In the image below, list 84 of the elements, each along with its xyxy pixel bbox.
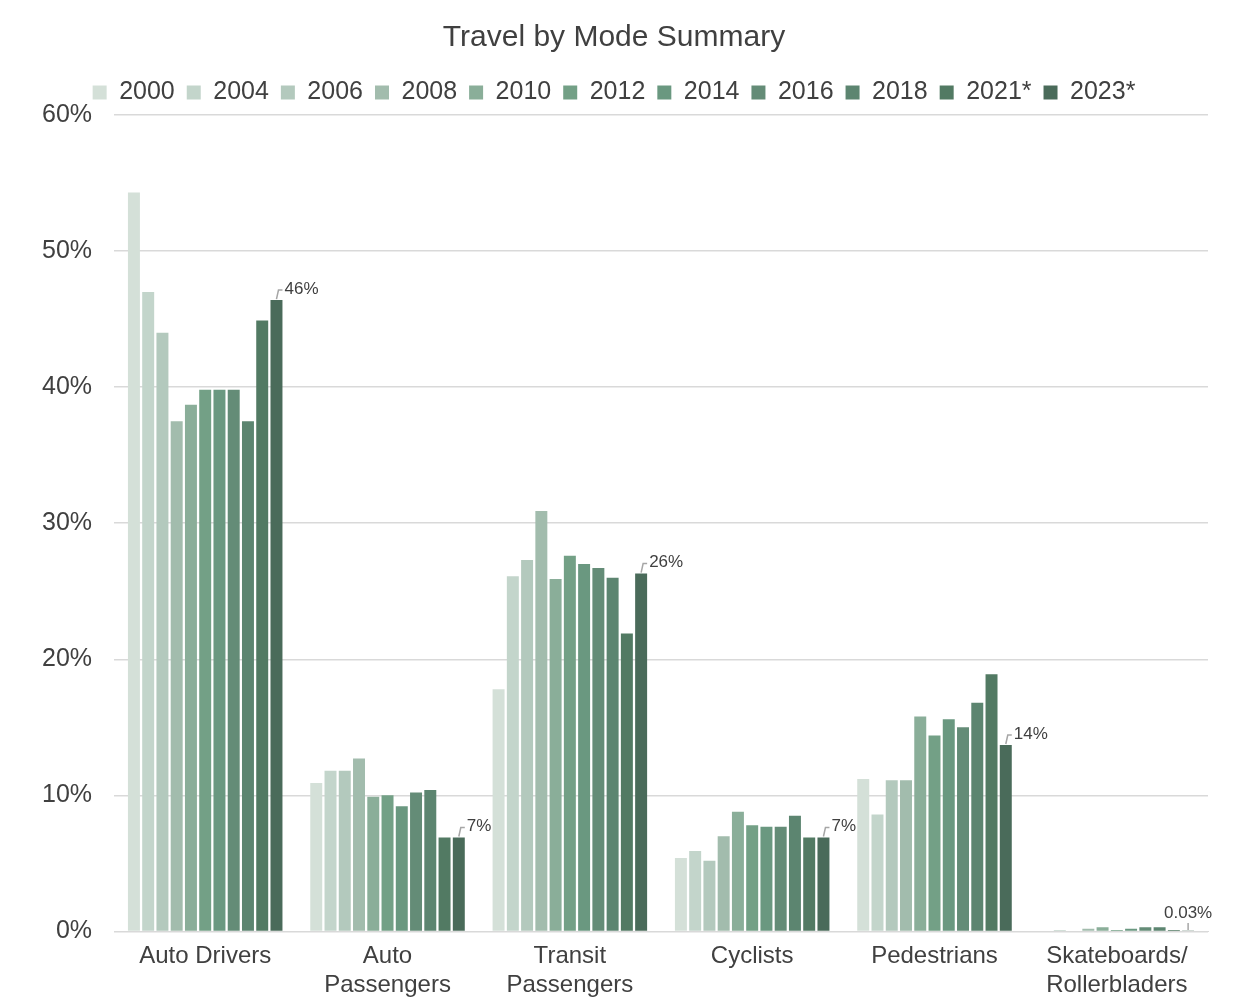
bar	[324, 770, 337, 931]
bar	[689, 851, 702, 931]
data-label: 14%	[1013, 723, 1048, 743]
bar	[438, 837, 451, 931]
x-tick-label: Auto Passengers	[324, 941, 451, 998]
y-tick-label: 40%	[41, 371, 93, 400]
x-tick-label: Pedestrians	[871, 941, 998, 969]
y-tick-label: 0%	[55, 915, 93, 944]
bar	[746, 825, 759, 931]
bar	[199, 389, 212, 931]
bar	[999, 744, 1012, 931]
data-label: 46%	[284, 278, 319, 298]
bar	[535, 510, 548, 931]
data-label: 0.03%	[1164, 903, 1213, 923]
legend-label: 2012	[589, 76, 646, 105]
legend-label: 2018	[872, 76, 928, 105]
bar	[521, 559, 534, 931]
bar	[410, 792, 423, 931]
bar	[184, 404, 197, 931]
bar	[985, 674, 998, 931]
bar	[717, 836, 730, 931]
legend-label: 2004	[213, 76, 269, 105]
bar	[506, 576, 519, 931]
bar	[774, 826, 787, 931]
bar	[241, 421, 254, 931]
legend-label: 2016	[777, 76, 834, 105]
bar	[928, 735, 941, 931]
chart-title: Travel by Mode Summary	[442, 19, 786, 53]
bar	[381, 795, 394, 931]
bar	[957, 727, 970, 931]
y-tick-label: 60%	[41, 98, 93, 127]
bar	[871, 814, 884, 931]
bar	[971, 702, 984, 931]
bar	[900, 780, 912, 931]
data-label: 26%	[649, 552, 684, 572]
bar	[942, 719, 955, 931]
bar	[1096, 927, 1109, 931]
legend-label: 2010	[495, 76, 552, 105]
y-tick-label: 20%	[41, 643, 93, 672]
legend-label: 2000	[119, 76, 175, 105]
x-tick-label: Transit Passengers	[506, 941, 634, 998]
x-tick-label: Auto Drivers	[139, 941, 272, 969]
legend-label: 2023*	[1070, 76, 1136, 105]
y-tick-label: 10%	[41, 779, 93, 808]
bar	[170, 421, 183, 931]
bar	[227, 389, 240, 931]
y-tick-label: 50%	[41, 234, 93, 263]
x-tick-label: Skateboards/Rollerbladers	[1046, 941, 1188, 998]
data-label: 7%	[466, 816, 492, 836]
y-tick-label: 30%	[41, 507, 93, 536]
bar	[885, 780, 898, 931]
bar	[914, 716, 927, 931]
bar	[817, 837, 830, 931]
bar	[142, 291, 155, 931]
x-tick-label: Cyclists	[710, 941, 794, 969]
bar	[635, 573, 648, 931]
bar	[788, 815, 801, 931]
bar	[256, 320, 269, 931]
bar	[424, 789, 437, 931]
data-label: 7%	[831, 816, 857, 836]
bar	[367, 796, 380, 931]
bar	[620, 633, 633, 931]
bar	[760, 826, 773, 931]
bar	[156, 332, 169, 931]
bar	[578, 564, 591, 931]
bar	[606, 577, 619, 931]
bar	[1153, 927, 1166, 931]
bar	[803, 837, 816, 931]
bar	[1139, 927, 1152, 931]
bar	[563, 555, 576, 931]
bar	[395, 806, 408, 931]
bar	[549, 578, 562, 931]
bar	[592, 568, 605, 931]
bar	[270, 300, 283, 931]
bar	[213, 389, 226, 931]
bar	[452, 837, 465, 931]
bar	[338, 770, 351, 931]
legend-label: 2006	[307, 76, 363, 105]
bar	[731, 811, 744, 931]
bar	[353, 758, 366, 931]
legend-label: 2008	[401, 76, 458, 105]
bar	[703, 860, 716, 931]
legend-label: 2014	[683, 76, 740, 105]
legend-label: 2021*	[966, 76, 1032, 105]
